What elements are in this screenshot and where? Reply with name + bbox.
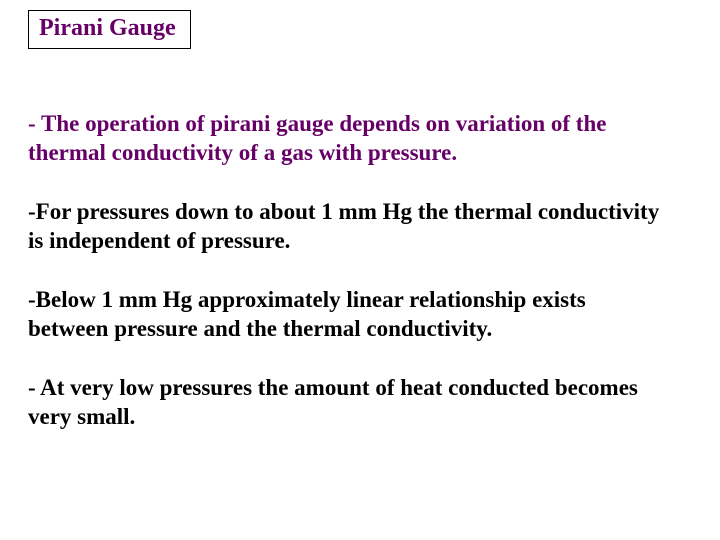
- paragraph-1-text: - The operation of pirani gauge depends …: [28, 111, 606, 165]
- paragraph-3-text: -Below 1 mm Hg approximately linear rela…: [28, 287, 586, 341]
- slide-title: Pirani Gauge: [39, 15, 176, 41]
- slide: Pirani Gauge - The operation of pirani g…: [0, 0, 720, 540]
- paragraph-2: -For pressures down to about 1 mm Hg the…: [28, 198, 668, 256]
- paragraph-3: -Below 1 mm Hg approximately linear rela…: [28, 286, 668, 344]
- paragraph-4: - At very low pressures the amount of he…: [28, 374, 668, 432]
- paragraph-1: - The operation of pirani gauge depends …: [28, 110, 668, 168]
- paragraph-4-text: - At very low pressures the amount of he…: [28, 375, 638, 429]
- title-box: Pirani Gauge: [28, 10, 191, 49]
- paragraph-2-text: -For pressures down to about 1 mm Hg the…: [28, 199, 659, 253]
